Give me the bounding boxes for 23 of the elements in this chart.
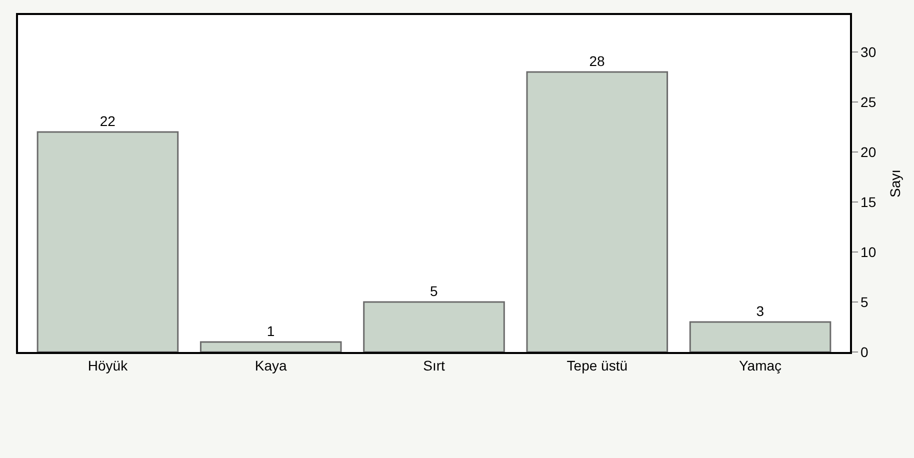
x-tick-label: Tepe üstü (566, 358, 628, 374)
x-tick-label: Kaya (254, 358, 288, 374)
data-label: 1 (266, 323, 275, 339)
bar (689, 321, 832, 352)
data-label: 22 (100, 113, 116, 129)
data-label: 28 (589, 53, 606, 69)
y-tick-label: 0 (860, 344, 869, 360)
x-tick-label: Sırt (423, 358, 445, 374)
y-axis-title: Sayı (887, 169, 904, 198)
x-tick-label: Höyük (88, 358, 129, 374)
y-tick-label: 20 (860, 144, 876, 160)
y-tick-label: 25 (860, 94, 876, 110)
y-tick-label: 15 (860, 194, 876, 210)
bar (200, 341, 342, 352)
data-label: 5 (430, 283, 438, 299)
data-label: 3 (756, 303, 764, 319)
y-tick-label: 30 (860, 44, 876, 60)
x-tick-label: Yamaç (738, 358, 782, 374)
y-tick-label: 10 (860, 244, 876, 260)
bar (526, 71, 668, 352)
bar (363, 301, 505, 352)
y-tick-label: 5 (860, 294, 869, 310)
bar (36, 131, 179, 352)
